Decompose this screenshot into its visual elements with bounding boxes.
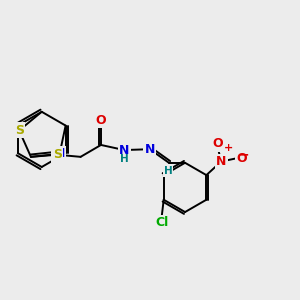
Text: O: O [96, 114, 106, 127]
Text: H: H [120, 154, 129, 164]
Text: −: − [238, 148, 249, 162]
Text: N: N [216, 155, 226, 168]
Text: N: N [119, 144, 130, 157]
Text: O: O [212, 137, 223, 150]
Text: S: S [15, 124, 24, 137]
Text: Cl: Cl [155, 216, 168, 229]
Text: +: + [224, 143, 233, 153]
Text: O: O [236, 152, 247, 165]
Text: N: N [145, 143, 155, 156]
Text: N: N [54, 147, 65, 160]
Text: H: H [164, 166, 172, 176]
Text: S: S [53, 148, 62, 161]
